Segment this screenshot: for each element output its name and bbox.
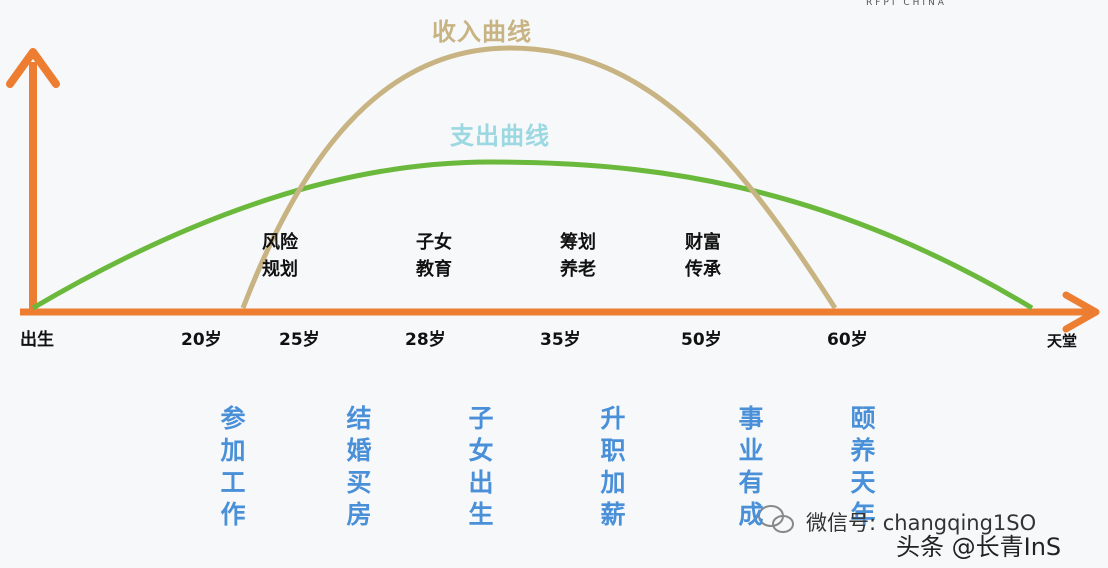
vertical-axis-arrowhead <box>6 48 60 88</box>
horizontal-axis-arrowhead <box>1062 291 1100 333</box>
axis-label-age-50: 50岁 <box>681 330 722 350</box>
plan-retirement: 筹划 养老 <box>560 232 596 280</box>
income-curve-title: 收入曲线 <box>432 18 532 46</box>
brand-header: RFPI CHINA <box>866 0 947 8</box>
expense-curve-title: 支出曲线 <box>450 122 550 150</box>
event-retirement-life: 颐养天年 <box>850 404 876 529</box>
plan-risk: 风险 规划 <box>262 232 298 280</box>
source-watermark: 头条 @长青InS <box>896 533 1062 561</box>
event-marriage-house: 结婚买房 <box>346 404 372 529</box>
plan-education: 子女 教育 <box>416 232 452 280</box>
expense-curve <box>31 159 1034 311</box>
event-start-work: 参加工作 <box>220 404 246 529</box>
axis-label-age-20: 20岁 <box>181 330 222 350</box>
axis-label-end: 天堂 <box>1047 332 1078 350</box>
event-promotion: 升职加薪 <box>600 404 626 529</box>
axis-label-age-35: 35岁 <box>540 330 581 350</box>
axis-label-age-60: 60岁 <box>827 330 868 350</box>
income-curve <box>240 45 838 310</box>
axis-label-birth: 出生 <box>20 330 54 350</box>
axis-label-age-28: 28岁 <box>405 330 446 350</box>
wechat-watermark: 微信号: changqing1SO <box>806 511 1037 535</box>
wechat-icon <box>758 505 794 533</box>
event-child-birth: 子女出生 <box>468 404 494 529</box>
plan-inheritance: 财富 传承 <box>685 232 721 280</box>
event-career-success: 事业有成 <box>738 404 764 529</box>
axis-label-age-25: 25岁 <box>279 330 320 350</box>
